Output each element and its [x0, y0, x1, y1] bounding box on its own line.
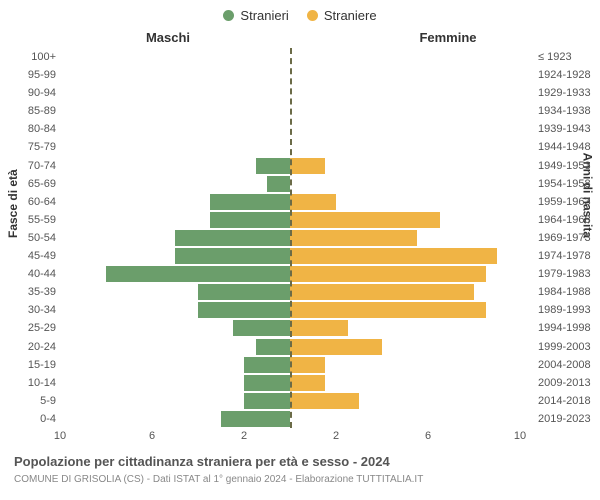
- y-tick-age: 30-34: [0, 301, 56, 319]
- y-tick-age: 50-54: [0, 229, 56, 247]
- center-line: [290, 48, 292, 428]
- y-tick-age: 85-89: [0, 102, 56, 120]
- header-female: Femmine: [318, 30, 578, 45]
- y-tick-birth: 1949-1953: [538, 157, 600, 175]
- population-pyramid-chart: Stranieri Straniere Maschi Femmine Fasce…: [0, 0, 600, 500]
- header-male: Maschi: [18, 30, 318, 45]
- y-tick-birth: 1964-1968: [538, 211, 600, 229]
- y-tick-birth: 2009-2013: [538, 374, 600, 392]
- bar-female: [290, 357, 325, 373]
- y-tick-birth: ≤ 1923: [538, 48, 600, 66]
- y-tick-age: 15-19: [0, 356, 56, 374]
- x-tick: 2: [241, 430, 247, 442]
- bar-male: [175, 248, 290, 264]
- chart-title: Popolazione per cittadinanza straniera p…: [14, 454, 390, 469]
- chart-subtitle: COMUNE DI GRISOLIA (CS) - Dati ISTAT al …: [14, 474, 423, 485]
- x-tick: 6: [425, 430, 431, 442]
- bar-male: [198, 302, 290, 318]
- x-tick: 6: [149, 430, 155, 442]
- y-tick-age: 0-4: [0, 410, 56, 428]
- y-tick-birth: 1934-1938: [538, 102, 600, 120]
- x-tick: 2: [333, 430, 339, 442]
- y-tick-age: 95-99: [0, 66, 56, 84]
- y-tick-birth: 1994-1998: [538, 319, 600, 337]
- bar-male: [221, 411, 290, 427]
- bar-female: [290, 302, 486, 318]
- legend-swatch-female: [307, 10, 318, 21]
- y-tick-birth: 1929-1933: [538, 84, 600, 102]
- bar-male: [233, 320, 291, 336]
- y-tick-birth: 2014-2018: [538, 392, 600, 410]
- y-tick-age: 65-69: [0, 175, 56, 193]
- legend-item-female: Straniere: [307, 8, 377, 23]
- y-tick-birth: 1944-1948: [538, 138, 600, 156]
- legend-swatch-male: [223, 10, 234, 21]
- bar-female: [290, 212, 440, 228]
- y-tick-age: 5-9: [0, 392, 56, 410]
- bar-male: [244, 393, 290, 409]
- y-tick-age: 40-44: [0, 265, 56, 283]
- y-tick-age: 25-29: [0, 319, 56, 337]
- bar-female: [290, 248, 497, 264]
- y-tick-birth: 1924-1928: [538, 66, 600, 84]
- y-tick-birth: 1939-1943: [538, 120, 600, 138]
- bar-female: [290, 284, 474, 300]
- legend-item-male: Stranieri: [223, 8, 288, 23]
- legend-label-male: Stranieri: [240, 8, 288, 23]
- y-tick-age: 20-24: [0, 338, 56, 356]
- y-tick-birth: 2004-2008: [538, 356, 600, 374]
- x-tick: 10: [54, 430, 66, 442]
- y-tick-birth: 1989-1993: [538, 301, 600, 319]
- bar-male: [244, 357, 290, 373]
- bar-female: [290, 194, 336, 210]
- y-tick-age: 100+: [0, 48, 56, 66]
- bar-female: [290, 266, 486, 282]
- y-axis-right-labels: ≤ 19231924-19281929-19331934-19381939-19…: [538, 48, 600, 428]
- y-tick-birth: 1999-2003: [538, 338, 600, 356]
- y-tick-age: 60-64: [0, 193, 56, 211]
- y-axis-left-labels: 100+95-9990-9485-8980-8475-7970-7465-696…: [0, 48, 56, 428]
- side-headers: Maschi Femmine: [0, 30, 600, 45]
- y-tick-birth: 1979-1983: [538, 265, 600, 283]
- bar-female: [290, 158, 325, 174]
- bar-male: [210, 212, 291, 228]
- y-tick-birth: 1984-1988: [538, 283, 600, 301]
- y-tick-age: 45-49: [0, 247, 56, 265]
- bar-male: [256, 339, 291, 355]
- plot-area: [60, 48, 520, 428]
- y-tick-age: 35-39: [0, 283, 56, 301]
- x-axis: 10622610: [60, 430, 520, 446]
- y-tick-age: 75-79: [0, 138, 56, 156]
- bar-male: [175, 230, 290, 246]
- bar-male: [267, 176, 290, 192]
- bar-female: [290, 320, 348, 336]
- y-tick-birth: 1974-1978: [538, 247, 600, 265]
- y-tick-birth: 1959-1963: [538, 193, 600, 211]
- y-tick-age: 10-14: [0, 374, 56, 392]
- bar-male: [106, 266, 290, 282]
- bar-female: [290, 393, 359, 409]
- bar-female: [290, 375, 325, 391]
- y-tick-birth: 1969-1973: [538, 229, 600, 247]
- y-tick-birth: 1954-1958: [538, 175, 600, 193]
- bar-male: [210, 194, 291, 210]
- y-tick-age: 70-74: [0, 157, 56, 175]
- y-tick-birth: 2019-2023: [538, 410, 600, 428]
- x-tick: 10: [514, 430, 526, 442]
- legend-label-female: Straniere: [324, 8, 377, 23]
- y-tick-age: 80-84: [0, 120, 56, 138]
- bar-male: [198, 284, 290, 300]
- legend: Stranieri Straniere: [0, 0, 600, 23]
- y-tick-age: 90-94: [0, 84, 56, 102]
- bar-male: [256, 158, 291, 174]
- bar-female: [290, 339, 382, 355]
- bar-male: [244, 375, 290, 391]
- y-tick-age: 55-59: [0, 211, 56, 229]
- bar-female: [290, 230, 417, 246]
